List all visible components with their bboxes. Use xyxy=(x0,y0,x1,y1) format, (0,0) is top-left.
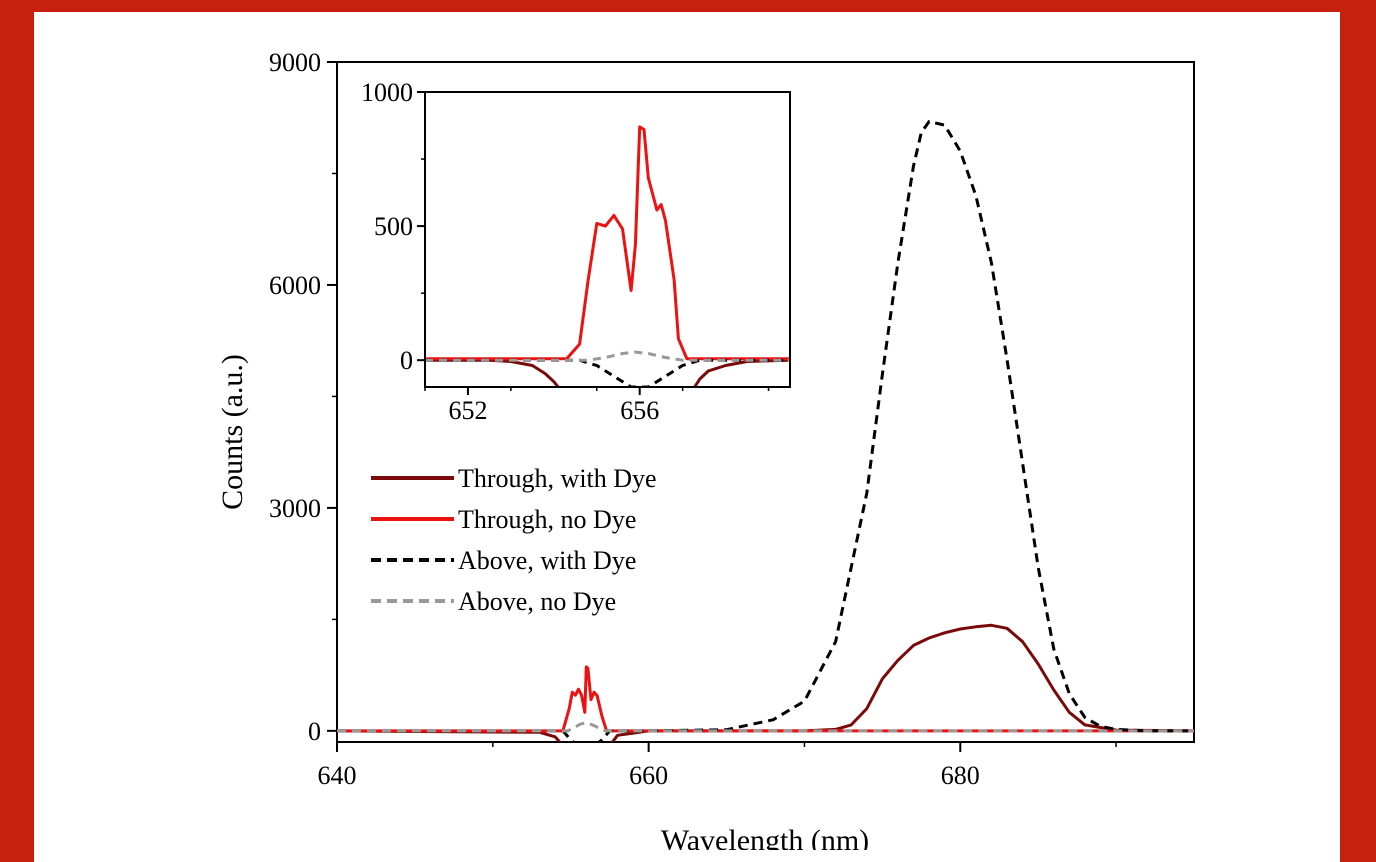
main-x-tick-label: 680 xyxy=(941,761,980,790)
main-y-tick-label: 3000 xyxy=(269,494,321,523)
x-axis-title: Wavelength (nm) xyxy=(661,824,869,850)
inset-plot-frame xyxy=(424,91,791,388)
y-axis-title: Counts (a.u.) xyxy=(216,354,249,510)
figure-panel: 640 660 680 0 3000 6000 9000 Wavelength (nm) C… xyxy=(34,12,1340,862)
inset-line-through-no-dye xyxy=(425,125,790,361)
inset-x-tick-label: 656 xyxy=(620,396,659,425)
main-x-tick-label: 640 xyxy=(318,761,357,790)
inset-line-above-no-dye xyxy=(425,350,790,362)
legend-label-through-no-dye: Through, no Dye xyxy=(458,505,636,534)
legend-label-above-no-dye: Above, no Dye xyxy=(458,587,616,616)
main-plot-frame xyxy=(336,61,1195,743)
main-y-tick-label: 9000 xyxy=(269,48,321,77)
main-y-tick-label: 0 xyxy=(308,717,321,746)
inset-background xyxy=(425,92,790,387)
main-y-tick-label: 6000 xyxy=(269,271,321,300)
main-line-through-with-dye xyxy=(337,623,1194,742)
inset-y-tick-label: 500 xyxy=(374,212,413,241)
legend-label-above-with-dye: Above, with Dye xyxy=(458,546,636,575)
inset-y-tick-label: 0 xyxy=(400,346,413,375)
chart-svg: 640 660 680 0 3000 6000 9000 Wavelength (nm) C… xyxy=(216,48,1195,850)
inset-x-tick-label: 652 xyxy=(448,396,487,425)
main-series-group xyxy=(337,120,1194,742)
main-ticks-group: 640 660 680 0 3000 6000 9000 xyxy=(269,48,1117,790)
inset-series-group xyxy=(425,125,790,387)
main-line-through-no-dye xyxy=(337,665,1194,733)
inset-y-tick-label: 1000 xyxy=(361,78,413,107)
inset-ticks-group: 652 656 0 500 1000 xyxy=(361,78,770,425)
main-line-above-no-dye xyxy=(337,721,1194,733)
legend: Through, with Dye Through, no Dye Above,… xyxy=(371,464,657,616)
main-x-tick-label: 660 xyxy=(629,761,668,790)
legend-label-through-with-dye: Through, with Dye xyxy=(458,464,657,493)
